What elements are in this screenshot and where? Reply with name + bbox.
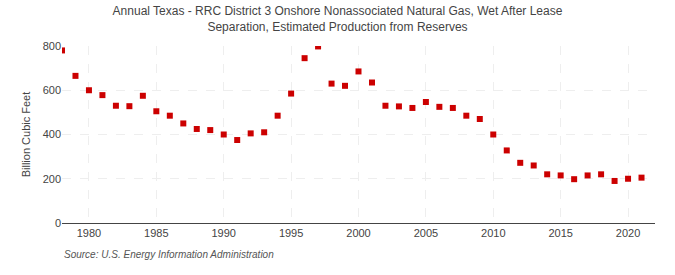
svg-text:1995: 1995 [279,227,303,239]
svg-text:2010: 2010 [481,227,505,239]
svg-text:2005: 2005 [414,227,438,239]
svg-text:0: 0 [55,217,61,229]
svg-text:1980: 1980 [77,227,101,239]
svg-text:Annual Texas - RRC District 3: Annual Texas - RRC District 3 Onshore No… [113,4,563,34]
svg-text:2000: 2000 [346,227,370,239]
svg-text:200: 200 [43,173,61,185]
svg-text:600: 600 [43,84,61,96]
svg-text:400: 400 [43,128,61,140]
svg-text:800: 800 [43,40,61,52]
svg-text:2015: 2015 [548,227,572,239]
svg-text:Source: U.S. Energy Informatio: Source: U.S. Energy Information Administ… [64,249,274,260]
svg-text:1990: 1990 [211,227,235,239]
svg-text:1985: 1985 [144,227,168,239]
svg-text:2020: 2020 [616,227,640,239]
svg-text:Billion Cubic Feet: Billion Cubic Feet [20,92,32,178]
